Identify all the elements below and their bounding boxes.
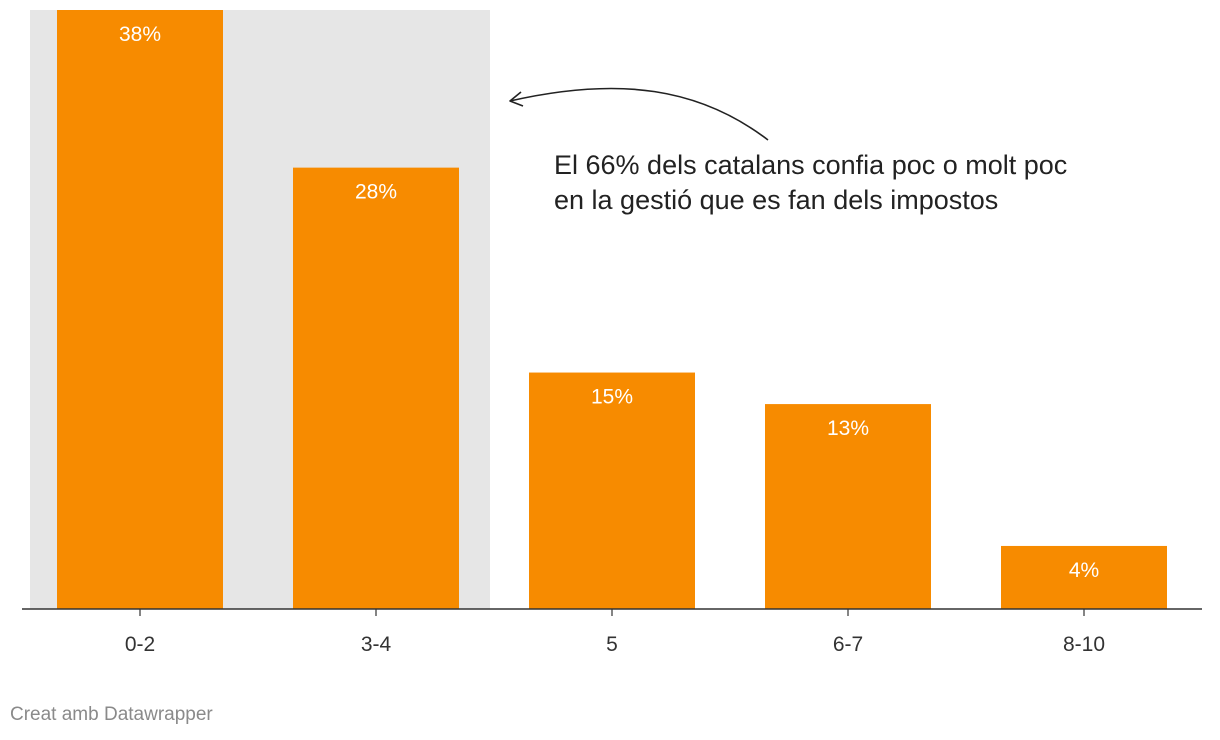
x-tick-label-3-4: 3-4 [361,633,392,656]
x-tick-label-5: 5 [606,633,618,656]
x-axis: 0-2 3-4 5 6-7 8-10 [22,608,1202,656]
bar-value-label-8-10: 4% [1069,559,1099,582]
footer-credit: Creat amb Datawrapper [10,704,213,725]
bar-5 [529,372,695,609]
bar-value-label-3-4: 28% [355,181,397,204]
bar-value-label-5: 15% [591,386,633,409]
x-tick-label-0-2: 0-2 [125,633,155,656]
bar-labels-layer: 38% 28% 15% 13% 4% [119,23,1099,582]
annotation-line-2: en la gestió que es fan dels impostos [554,185,999,215]
bar-0-2 [57,10,223,609]
annotation-text: El 66% dels catalans confia poc o molt p… [554,148,1154,218]
bar-value-label-6-7: 13% [827,417,869,440]
bar-3-4 [293,167,459,609]
x-tick-label-6-7: 6-7 [833,633,863,656]
annotation-arrow-head [509,91,524,107]
annotation-line-1: El 66% dels catalans confia poc o molt p… [554,150,1068,180]
bar-value-label-0-2: 38% [119,23,161,46]
bar-chart: 38% 28% 15% 13% 4% 0-2 3-4 5 6-7 8-10 [22,10,1202,656]
bars-layer [57,10,1167,609]
bar-8-10 [1001,545,1167,609]
annotation-arrow [509,87,769,141]
bar-6-7 [765,404,931,609]
annotation-arrow-curve [509,87,769,141]
x-tick-label-8-10: 8-10 [1063,633,1105,656]
